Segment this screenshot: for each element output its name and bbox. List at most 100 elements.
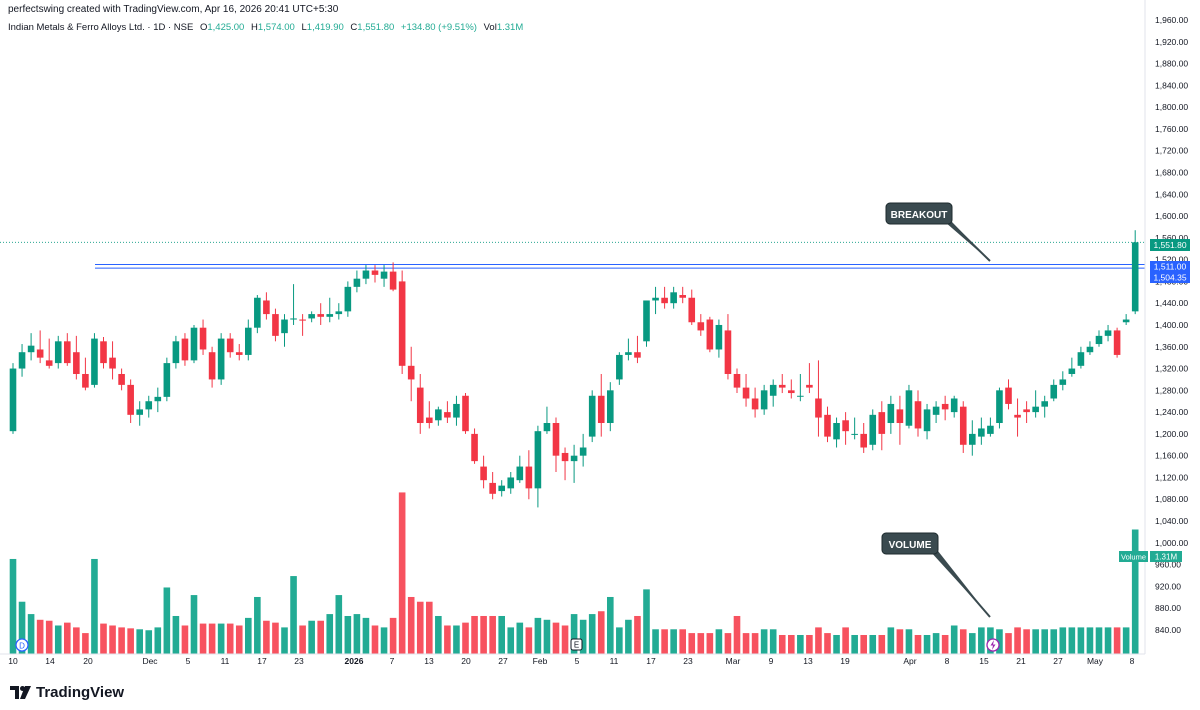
volume-bar <box>27 614 35 654</box>
candle-body <box>416 387 424 424</box>
earnings-letter: E <box>574 641 579 650</box>
candle-body <box>950 398 958 413</box>
time-tick: Dec <box>142 656 158 666</box>
price-tick: 1,640.00 <box>1155 189 1188 199</box>
time-tick: 5 <box>186 656 191 666</box>
candle-body <box>136 409 143 415</box>
volume-bar <box>290 576 297 654</box>
last-price-label: 1,551.80 <box>1153 240 1186 250</box>
candle-body <box>625 352 632 355</box>
volume-bar <box>625 619 632 654</box>
ohlc-legend: Indian Metals & Ferro Alloys Ltd. · 1D ·… <box>8 22 523 33</box>
time-tick: 23 <box>683 656 693 666</box>
time-tick: 27 <box>498 656 508 666</box>
close-value: 1,551.80 <box>357 22 395 33</box>
volume-bar <box>64 622 71 654</box>
candle-body <box>706 319 714 350</box>
candle-body <box>9 368 17 432</box>
volume-bar <box>534 617 542 654</box>
candle-body <box>579 447 587 456</box>
candle-body <box>661 297 668 304</box>
candle-body <box>1068 368 1076 374</box>
time-tick: 8 <box>1130 656 1135 666</box>
candle-body <box>1050 384 1058 399</box>
candle-body <box>887 403 895 424</box>
candle-body <box>82 373 89 388</box>
time-tick: Feb <box>533 656 548 666</box>
candle-body <box>335 311 343 315</box>
price-tick: 1,240.00 <box>1155 407 1188 417</box>
volume-bar <box>941 634 949 654</box>
price-tick: 1,200.00 <box>1155 429 1188 439</box>
volume-bar <box>869 634 877 654</box>
volume-bar <box>308 620 315 654</box>
volume-bar <box>751 633 759 654</box>
volume-bar <box>878 634 886 654</box>
volume-bar <box>254 596 261 654</box>
candle-body <box>480 466 487 481</box>
candle-body <box>869 414 877 445</box>
volume-bar <box>444 625 451 654</box>
volume-bar <box>959 629 967 654</box>
volume-bar <box>326 614 334 654</box>
candle-body <box>860 433 867 448</box>
tradingview-logo[interactable]: TradingView <box>10 684 124 701</box>
price-tick: 1,040.00 <box>1155 516 1188 526</box>
open-value: 1,425.00 <box>207 22 245 33</box>
symbol-title[interactable]: Indian Metals & Ferro Alloys Ltd. · 1D ·… <box>8 22 194 33</box>
volume-annotation[interactable]: VOLUME <box>881 532 991 618</box>
volume-bar <box>1041 629 1048 654</box>
volume-bar <box>1131 529 1139 654</box>
candle-body <box>290 318 297 320</box>
split-event-icon[interactable] <box>986 638 1000 652</box>
volume-bar <box>127 628 134 654</box>
time-tick: 13 <box>424 656 434 666</box>
volume-bar <box>489 615 496 654</box>
volume-bar <box>362 617 370 654</box>
price-tick: 1,320.00 <box>1155 364 1188 374</box>
close-label: C <box>350 22 358 33</box>
volume-bar <box>226 623 234 654</box>
volume-bar <box>462 622 469 654</box>
breakout-annotation[interactable]: BREAKOUT <box>885 202 991 262</box>
dividend-letter: D <box>19 642 25 651</box>
time-tick: 21 <box>1016 656 1026 666</box>
candle-body <box>806 384 813 388</box>
time-tick: 27 <box>1053 656 1063 666</box>
volume-bar <box>353 614 361 654</box>
candle-body <box>643 300 650 342</box>
volume-bar <box>1104 627 1112 654</box>
candle-body <box>987 425 994 434</box>
volume-bar <box>172 615 180 654</box>
author-line: perfectswing created with TradingView.co… <box>8 4 339 15</box>
volume-bar <box>1014 627 1021 654</box>
candle-body <box>73 352 80 374</box>
price-tick: 1,000.00 <box>1155 538 1188 548</box>
candle-body <box>308 314 315 319</box>
price-tick: 1,440.00 <box>1155 298 1188 308</box>
dividend-marker[interactable]: D <box>15 638 29 652</box>
candle-body <box>154 396 162 402</box>
volume-bar <box>634 615 641 654</box>
volume-bar <box>969 633 976 654</box>
earnings-marker[interactable]: E <box>570 638 583 651</box>
price-tick: 1,960.00 <box>1155 15 1188 25</box>
volume-legend-label: Vol <box>483 22 497 33</box>
candle-body <box>199 327 207 350</box>
candle-body <box>272 314 279 336</box>
low-value: 1,419.90 <box>306 22 344 33</box>
candle-body <box>45 360 53 366</box>
price-tick: 880.00 <box>1155 603 1181 613</box>
candle-body <box>281 319 288 334</box>
volume-bar <box>824 633 831 654</box>
candle-body <box>172 341 180 364</box>
time-tick: 11 <box>610 656 619 666</box>
volume-bar <box>163 587 171 654</box>
volume-bar <box>181 625 189 654</box>
volume-bar <box>733 615 741 654</box>
volume-bar <box>661 629 668 654</box>
price-chart[interactable]: 1,960.00 1,920.00 1,880.00 1,840.00 1,800.00… <box>0 0 1200 672</box>
volume-bar <box>670 629 677 654</box>
candle-body <box>263 300 270 315</box>
candle-body <box>969 433 976 445</box>
